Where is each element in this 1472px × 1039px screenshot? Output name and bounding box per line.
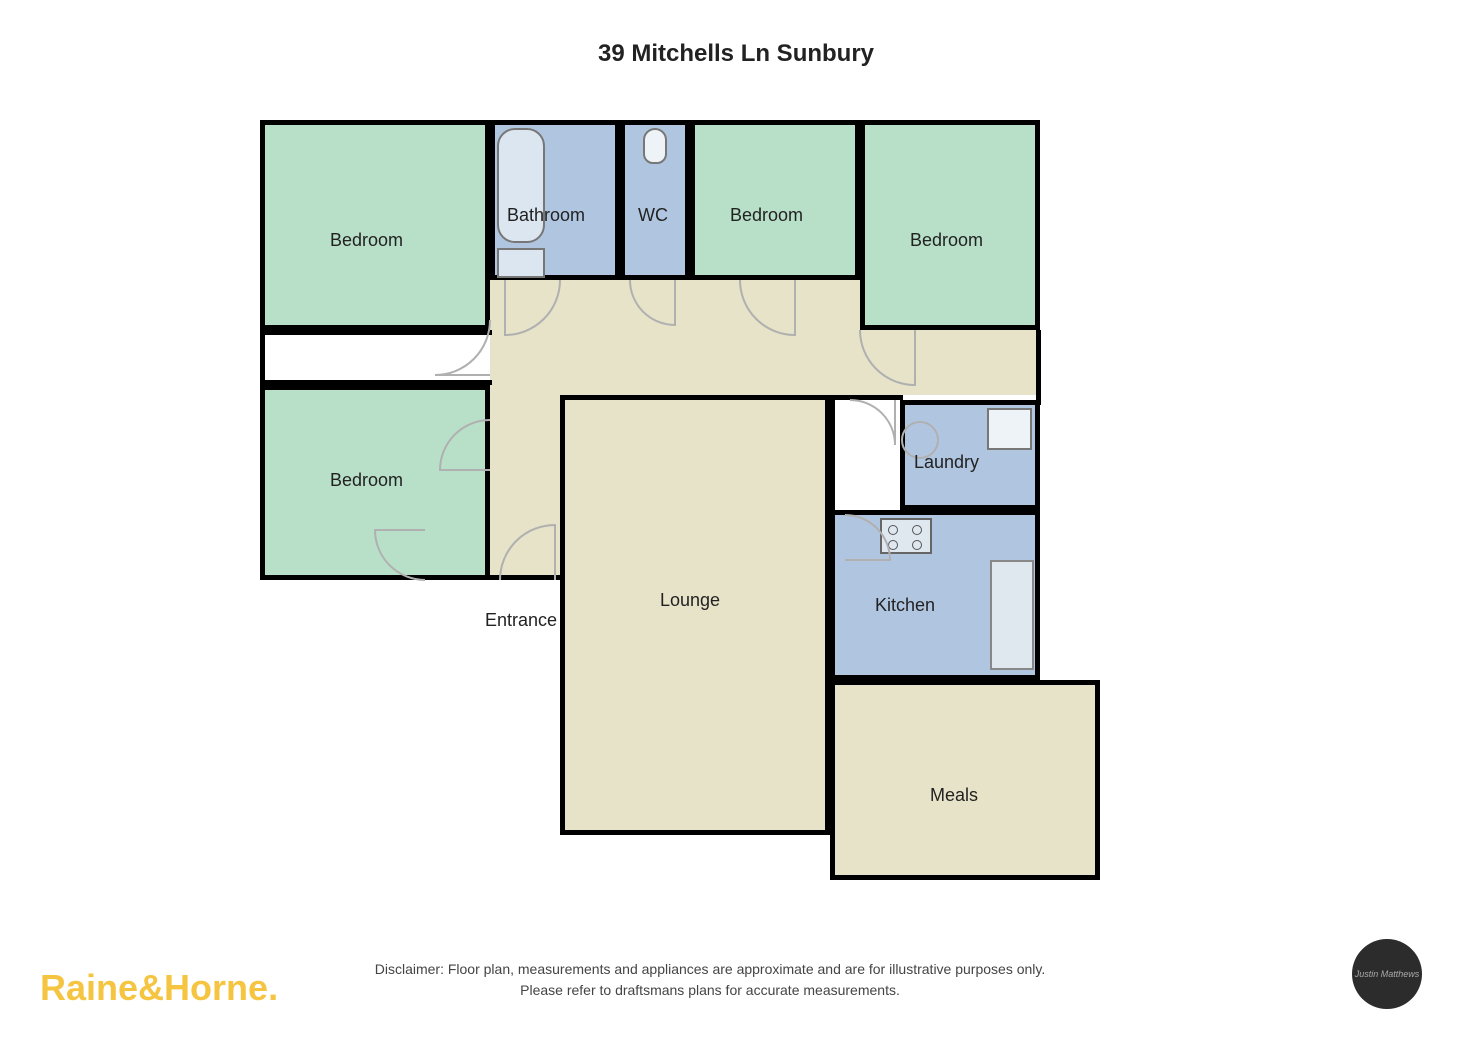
brand-text-1: Raine xyxy=(40,967,138,1008)
disclaimer-line-2: Please refer to draftsmans plans for acc… xyxy=(350,980,1070,1001)
label-meals: Meals xyxy=(930,785,978,806)
wall-segment xyxy=(260,380,492,385)
label-laundry: Laundry xyxy=(914,452,979,473)
fixture-cooktop xyxy=(880,518,932,554)
brand-dot: . xyxy=(268,967,278,1008)
wall-segment xyxy=(830,395,903,400)
label-wc: WC xyxy=(638,205,668,226)
room-bedroom-2 xyxy=(690,120,860,280)
label-kitchen: Kitchen xyxy=(875,595,935,616)
photographer-badge: Justin Matthews xyxy=(1352,939,1422,1009)
room-lounge xyxy=(560,395,830,835)
page-title: 39 Mitchells Ln Sunbury xyxy=(0,40,1472,68)
label-bathroom: Bathroom xyxy=(507,205,585,226)
badge-text: Justin Matthews xyxy=(1355,969,1420,979)
disclaimer-line-1: Disclaimer: Floor plan, measurements and… xyxy=(350,959,1070,980)
fixture-kitchen-bench xyxy=(990,560,1034,670)
fixture-laundry-sink xyxy=(987,408,1032,450)
room-meals xyxy=(830,680,1100,880)
wall-segment xyxy=(260,330,492,335)
fixture-shower xyxy=(497,248,545,278)
room-bedroom-1 xyxy=(260,120,490,330)
room-bedroom-3 xyxy=(860,120,1040,330)
label-lounge: Lounge xyxy=(660,590,720,611)
disclaimer: Disclaimer: Floor plan, measurements and… xyxy=(350,959,1070,1001)
wall-segment xyxy=(260,330,265,385)
wall-segment xyxy=(1036,330,1041,405)
brand-logo: Raine&Horne. xyxy=(40,967,278,1009)
wall-segment xyxy=(830,395,835,513)
room-hall-left xyxy=(490,395,560,580)
fixture-toilet xyxy=(643,128,667,164)
label-bedroom-2: Bedroom xyxy=(730,205,803,226)
brand-amp: & xyxy=(138,967,164,1008)
label-bedroom-3: Bedroom xyxy=(910,230,983,251)
label-bedroom-4: Bedroom xyxy=(330,470,403,491)
label-entrance: Entrance xyxy=(485,610,557,631)
brand-text-2: Horne xyxy=(164,967,268,1008)
floor-plan: Bedroom Bathroom WC Bedroom Bedroom Bedr… xyxy=(200,120,1200,900)
wall-segment xyxy=(488,575,560,580)
label-bedroom-1: Bedroom xyxy=(330,230,403,251)
